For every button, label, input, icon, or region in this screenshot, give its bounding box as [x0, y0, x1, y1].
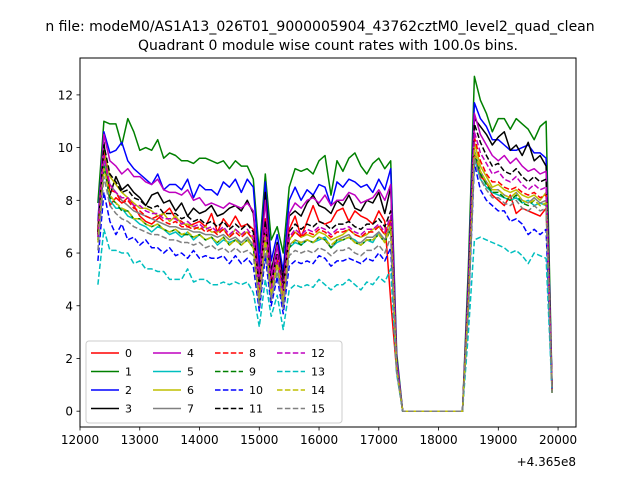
y-tick-label: 10 — [58, 141, 73, 155]
legend-label-13: 13 — [311, 366, 325, 379]
x-tick-label: 17000 — [360, 433, 398, 447]
y-tick-label: 6 — [65, 247, 73, 261]
legend-label-7: 7 — [187, 403, 194, 416]
x-axis: 12000 13000 14000 15000 16000 17000 18000 19000… — [61, 427, 577, 447]
series-line-14 — [97, 149, 553, 412]
legend-label-4: 4 — [187, 347, 194, 360]
x-tick-label: 15000 — [240, 433, 278, 447]
series-line-2 — [97, 102, 553, 412]
y-tick-label: 2 — [65, 352, 73, 366]
legend-label-15: 15 — [311, 403, 325, 416]
series-line-11 — [97, 123, 553, 412]
series-line-13 — [97, 228, 553, 412]
x-offset-label: +4.365e8 — [517, 455, 576, 469]
legend-label-1: 1 — [125, 366, 132, 379]
plot-area — [97, 75, 553, 412]
series-line-1 — [97, 75, 553, 412]
series-line-6 — [97, 141, 553, 412]
series-line-9 — [97, 152, 553, 412]
series-line-8 — [97, 136, 553, 412]
legend-label-5: 5 — [187, 366, 194, 379]
x-tick-label: 12000 — [61, 433, 99, 447]
legend-label-14: 14 — [311, 384, 325, 397]
chart-title: Quadrant 0 module wise count rates with … — [138, 38, 518, 54]
legend-label-12: 12 — [311, 347, 325, 360]
x-tick-label: 20000 — [539, 433, 577, 447]
legend-label-9: 9 — [249, 366, 256, 379]
x-tick-label: 14000 — [180, 433, 218, 447]
legend-box — [85, 340, 343, 424]
y-tick-label: 4 — [65, 299, 73, 313]
x-tick-label: 18000 — [419, 433, 457, 447]
legend-label-0: 0 — [125, 347, 132, 360]
series-line-15 — [97, 157, 553, 412]
legend-label-6: 6 — [187, 384, 194, 397]
y-tick-label: 8 — [65, 194, 73, 208]
x-tick-label: 19000 — [479, 433, 517, 447]
y-tick-label: 0 — [65, 405, 73, 419]
legend-label-11: 11 — [249, 403, 263, 416]
legend-label-10: 10 — [249, 384, 263, 397]
series-line-10 — [97, 162, 553, 412]
legend-label-2: 2 — [125, 384, 132, 397]
legend-label-3: 3 — [125, 403, 132, 416]
series-line-5 — [97, 157, 553, 412]
series-line-12 — [97, 131, 553, 412]
y-tick-label: 12 — [58, 88, 73, 102]
plot-frame — [79, 57, 577, 428]
x-tick-label: 16000 — [300, 433, 338, 447]
x-tick-label: 13000 — [121, 433, 159, 447]
series-line-4 — [97, 112, 553, 412]
figure-suptitle: n file: modeM0/AS1A13_026T01_9000005904_… — [45, 19, 594, 35]
y-axis: 0 2 4 6 8 10 12 — [58, 88, 80, 419]
legend-label-8: 8 — [249, 347, 256, 360]
